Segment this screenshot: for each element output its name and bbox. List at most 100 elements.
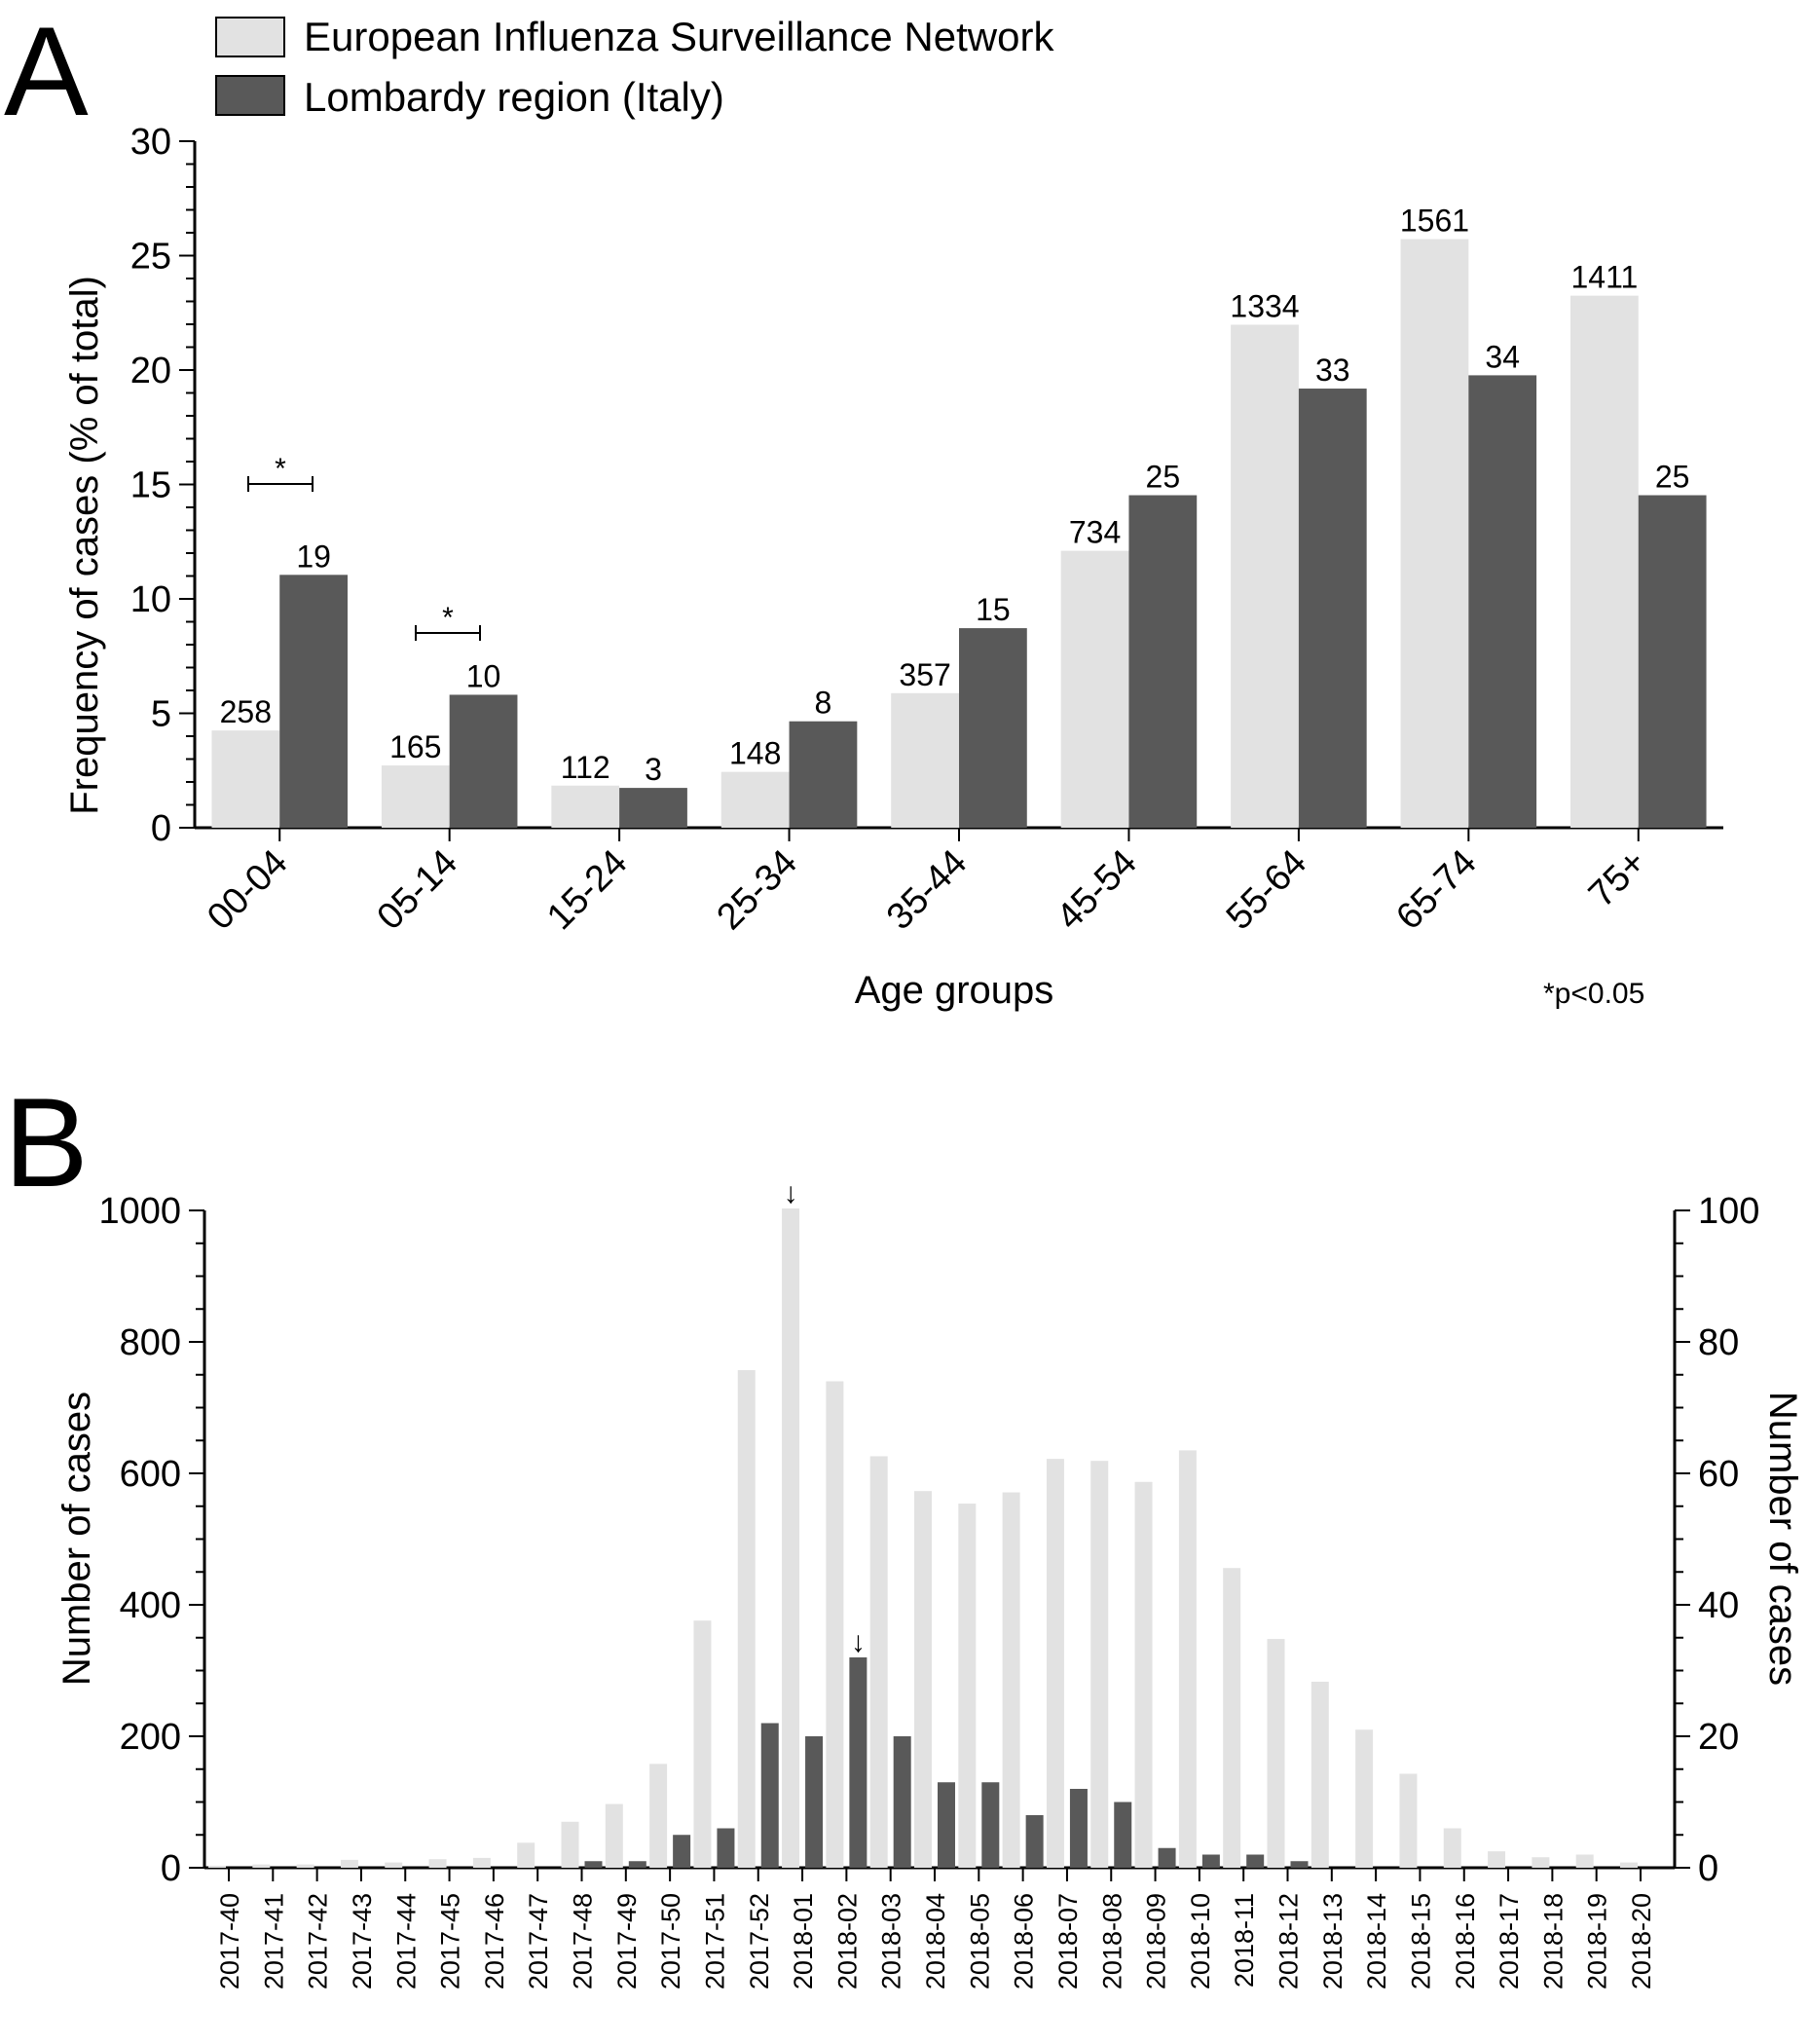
bar-lombardy — [1069, 1789, 1088, 1868]
bar-eisn — [1046, 1459, 1064, 1868]
bar-lombardy — [893, 1736, 911, 1868]
left-y-tick-label: 200 — [120, 1717, 181, 1758]
bar-eisn — [296, 1864, 314, 1868]
x-tick-label: 2018-03 — [877, 1893, 906, 1989]
data-label-lombardy: 3 — [645, 752, 662, 787]
bar-lombardy — [760, 1723, 779, 1868]
x-tick-label: 2018-08 — [1097, 1893, 1126, 1989]
bar-eisn — [1311, 1681, 1329, 1868]
bar-lombardy — [673, 1835, 691, 1868]
bar-eisn — [385, 1862, 403, 1868]
panel-a-letter: A — [4, 0, 89, 142]
bar-lombardy — [959, 628, 1027, 828]
x-tick-label: 2018-18 — [1538, 1893, 1568, 1989]
bar-eisn — [1090, 1461, 1109, 1868]
bar-eisn — [1443, 1828, 1461, 1868]
x-tick-label: 2017-51 — [700, 1893, 729, 1989]
bar-eisn — [252, 1864, 271, 1868]
panel-a-x-axis-title: Age groups — [855, 969, 1054, 1012]
y-tick-label: 10 — [130, 579, 171, 620]
x-tick-label: 2018-19 — [1583, 1893, 1612, 1989]
bar-eisn — [561, 1821, 579, 1868]
bar-lombardy — [1201, 1854, 1220, 1868]
left-y-tick-label: 0 — [161, 1848, 181, 1889]
x-tick-label: 2017-40 — [215, 1893, 244, 1989]
x-tick-label: 2018-05 — [965, 1893, 994, 1989]
bar-eisn — [782, 1208, 800, 1868]
bar-eisn — [720, 771, 790, 828]
panel-b-x-axis — [204, 1866, 1675, 1881]
bar-lombardy — [1128, 495, 1198, 828]
x-tick-label: 2017-44 — [391, 1893, 421, 1989]
bar-eisn — [1400, 239, 1469, 828]
data-label-lombardy: 34 — [1485, 339, 1520, 374]
x-tick-label: 2018-15 — [1406, 1893, 1435, 1989]
y-tick-label: 30 — [130, 122, 171, 163]
bar-eisn — [958, 1504, 977, 1868]
x-tick-label: 15-24 — [539, 842, 635, 938]
x-tick-label: 2018-14 — [1362, 1893, 1391, 1989]
x-tick-label: 55-64 — [1219, 842, 1314, 938]
bar-eisn — [891, 692, 959, 828]
bar-eisn — [914, 1491, 932, 1868]
x-tick-label: 75+ — [1581, 842, 1654, 915]
legend-swatch-eisn — [215, 17, 285, 57]
bar-eisn — [605, 1803, 623, 1868]
bar-lombardy — [849, 1657, 868, 1868]
data-label-lombardy: 19 — [296, 539, 331, 574]
panel-b-left-y-axis: 0 200 400 600 800 1000 — [98, 1191, 206, 1889]
left-y-tick-label: 600 — [120, 1454, 181, 1495]
x-tick-label: 2017-41 — [259, 1893, 288, 1989]
x-tick-label: 25-34 — [709, 842, 804, 938]
panel-b-right-y-axis: 0 20 40 60 80 100 — [1673, 1191, 1759, 1889]
x-tick-label: 2018-09 — [1142, 1893, 1171, 1989]
data-label-lombardy: 25 — [1146, 460, 1181, 495]
bar-lombardy — [279, 575, 348, 828]
x-tick-label: 2017-49 — [612, 1893, 642, 1989]
x-tick-label: 2017-52 — [745, 1893, 774, 1989]
bar-lombardy — [805, 1736, 824, 1868]
bar-lombardy — [1114, 1802, 1132, 1868]
bar-eisn — [428, 1859, 447, 1868]
panel-a-data-labels: 258 19 165 10 112 3 148 8 357 15 734 25 1334 33 1561 34… — [220, 204, 1690, 788]
bar-eisn — [1399, 1773, 1418, 1868]
x-tick-label: 45-54 — [1049, 842, 1144, 938]
data-label-lombardy: 15 — [976, 592, 1011, 627]
y-tick-label: 25 — [130, 237, 171, 278]
bar-lombardy — [1158, 1847, 1176, 1868]
bar-eisn — [208, 1865, 226, 1868]
bar-eisn — [1570, 295, 1639, 828]
bar-lombardy — [1298, 389, 1367, 828]
bar-eisn — [1488, 1851, 1506, 1868]
data-label-eisn: 258 — [220, 694, 272, 729]
bar-lombardy — [449, 694, 518, 828]
bar-eisn — [472, 1857, 491, 1868]
bar-eisn — [1532, 1857, 1550, 1868]
bar-eisn — [649, 1764, 668, 1868]
bar-eisn — [211, 730, 280, 828]
bar-eisn — [517, 1842, 535, 1868]
bar-eisn — [551, 785, 620, 828]
x-tick-label: 2017-48 — [569, 1893, 598, 1989]
data-label-lombardy: 10 — [466, 658, 501, 693]
data-label-eisn: 112 — [561, 750, 610, 785]
data-label-eisn: 1561 — [1400, 204, 1469, 239]
significance-star-05-14: * — [442, 602, 454, 634]
right-y-tick-label: 80 — [1698, 1322, 1739, 1363]
bar-eisn — [340, 1859, 358, 1868]
x-tick-label: 2017-42 — [304, 1893, 333, 1989]
panel-a-bars — [211, 239, 1707, 829]
x-tick-label: 2017-46 — [480, 1893, 509, 1989]
x-tick-label: 2018-13 — [1318, 1893, 1348, 1989]
bar-eisn — [381, 765, 450, 828]
bar-eisn — [1575, 1854, 1594, 1868]
x-tick-label: 2018-10 — [1186, 1893, 1215, 1989]
data-label-lombardy: 8 — [815, 686, 832, 721]
significance-bracket-05-14: * — [415, 602, 481, 641]
bar-lombardy — [938, 1782, 955, 1868]
y-tick-label: 20 — [130, 351, 171, 391]
bar-eisn — [1178, 1450, 1197, 1868]
y-tick-label: 5 — [151, 694, 171, 735]
x-tick-label: 35-44 — [879, 842, 975, 938]
